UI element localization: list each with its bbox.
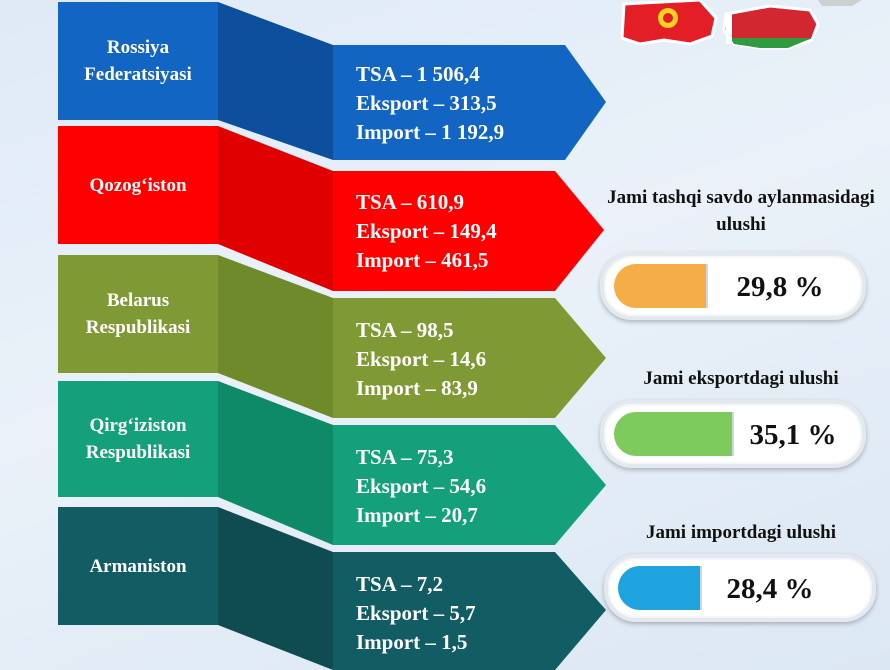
- country-label-armenia: Armaniston: [89, 555, 187, 577]
- tsa-value: TSA – 1 506,4: [356, 62, 480, 86]
- ribbon-kyrgyzstan: [58, 381, 606, 545]
- export-value: Eksport – 149,4: [356, 219, 497, 243]
- share-gauge-fill: [614, 412, 732, 456]
- country-label-russia: Rossiya Federatsiyasi: [84, 37, 192, 85]
- share-value-trade: 29,8 %: [736, 271, 824, 303]
- country-label-kazakhstan: Qozog‘iston: [89, 174, 187, 196]
- export-value: Eksport – 313,5: [356, 91, 497, 115]
- ribbon-russia: [58, 2, 606, 160]
- share-title-trade: Jami tashqi savdo aylanmasidagi ulushi: [607, 187, 875, 235]
- share-value-import: 28,4 %: [726, 573, 814, 605]
- stats-russia: TSA – 1 506,4 Eksport – 313,5 Import – 1…: [356, 60, 606, 147]
- ribbon-armenia: [58, 507, 606, 670]
- stats-belarus: TSA – 98,5 Eksport – 14,6 Import – 83,9: [356, 316, 606, 403]
- share-gauge-import: 28,4 %: [604, 554, 876, 622]
- import-value: Import – 1 192,9: [356, 120, 505, 144]
- import-value: Import – 1,5: [356, 630, 468, 654]
- gauge-divider: [700, 566, 702, 610]
- ribbon-kazakhstan: [58, 126, 604, 291]
- share-title-import: Jami importdagi ulushi: [645, 522, 837, 543]
- country-label-belarus: Belarus Respublikasi: [85, 290, 191, 338]
- stats-kazakhstan: TSA – 610,9 Eksport – 149,4 Import – 461…: [356, 188, 606, 275]
- import-value: Import – 461,5: [356, 248, 489, 272]
- share-gauge-export: 35,1 %: [600, 400, 866, 468]
- stats-armenia: TSA – 7,2 Eksport – 5,7 Import – 1,5: [356, 570, 606, 657]
- import-value: Import – 83,9: [356, 376, 478, 400]
- flag-edge-decoration: [818, 0, 862, 6]
- export-value: Eksport – 54,6: [356, 474, 487, 498]
- kyrgyzstan-flag-map-icon: [620, 0, 718, 46]
- import-value: Import – 20,7: [356, 503, 478, 527]
- tsa-value: TSA – 75,3: [356, 445, 454, 469]
- stats-kyrgyzstan: TSA – 75,3 Eksport – 54,6 Import – 20,7: [356, 443, 606, 530]
- gauge-divider: [732, 412, 734, 456]
- share-title-export: Jami eksportdagi ulushi: [643, 368, 839, 389]
- tsa-value: TSA – 98,5: [356, 318, 454, 342]
- belarus-flag-map-icon: [722, 4, 820, 50]
- share-gauge-fill: [614, 264, 706, 308]
- share-gauge-trade: 29,8 %: [600, 252, 866, 320]
- ribbon-belarus: [58, 255, 606, 418]
- gauge-divider: [706, 264, 708, 308]
- country-label-kyrgyzstan: Qirg‘iziston Respublikasi: [85, 415, 191, 463]
- share-gauge-fill: [618, 566, 700, 610]
- tsa-value: TSA – 7,2: [356, 572, 443, 596]
- tsa-value: TSA – 610,9: [356, 190, 464, 214]
- export-value: Eksport – 14,6: [356, 347, 487, 371]
- export-value: Eksport – 5,7: [356, 601, 476, 625]
- share-value-export: 35,1 %: [749, 419, 837, 451]
